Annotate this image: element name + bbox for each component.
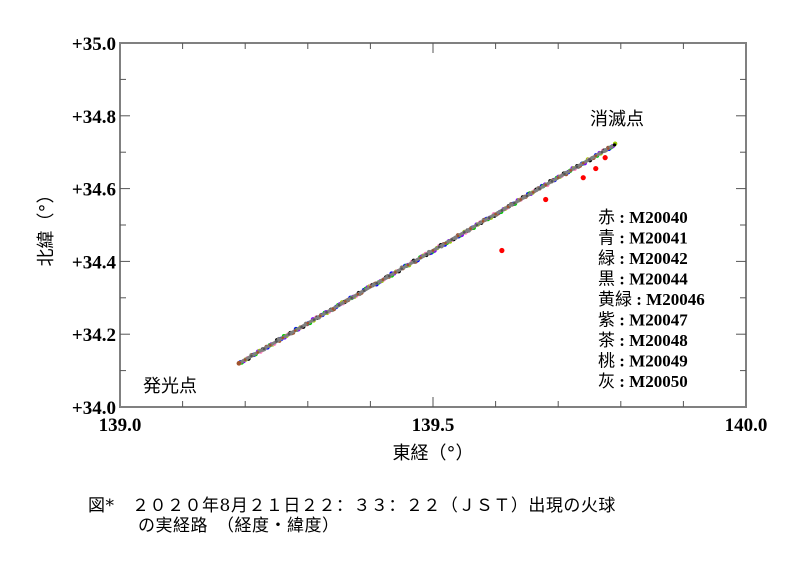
y-tick-label: +34.8 — [72, 107, 116, 128]
figure-caption: 図* ２０２０年8月２１日２２：３３：２２（ＪＳＴ）出現の火球 の実経路 （経度・… — [88, 496, 616, 536]
start-point-label: 発光点 — [143, 376, 197, 397]
y-axis-tick-labels: +34.0 +34.2 +34.4 +34.6 +34.8 +35.0 — [72, 34, 117, 419]
legend-item: 緑 : M20042 — [598, 249, 688, 269]
legend-item: 茶 : M20048 — [598, 331, 688, 351]
y-tick-label: +35.0 — [72, 34, 116, 55]
y-tick-label: +34.2 — [72, 325, 116, 346]
legend-item: 灰 : M20050 — [598, 372, 688, 392]
x-axis-label: 東経（°） — [393, 443, 474, 464]
legend-item: 桃 : M20049 — [598, 352, 688, 372]
x-tick-label: 140.0 — [725, 415, 768, 436]
legend-item: 黄緑 : M20046 — [598, 290, 705, 310]
fireball-track — [236, 141, 618, 366]
legend-item: 青 : M20041 — [598, 229, 688, 249]
y-tick-label: +34.4 — [72, 252, 117, 273]
axis-ticks — [120, 43, 746, 407]
caption-line-2: の実経路 （経度・緯度） — [138, 516, 340, 536]
legend-item: 黒 : M20044 — [598, 270, 688, 290]
y-axis-label: 北緯（°） — [36, 186, 57, 267]
x-axis-tick-labels: 139.0 139.5 140.0 — [99, 415, 768, 436]
x-tick-label: 139.0 — [99, 415, 142, 436]
y-tick-label: +34.6 — [72, 180, 116, 201]
x-tick-label: 139.5 — [412, 415, 455, 436]
legend-item: 紫 : M20047 — [598, 311, 688, 331]
legend-item: 赤 : M20040 — [598, 208, 688, 228]
end-point-label: 消滅点 — [590, 109, 644, 130]
y-tick-label: +34.0 — [72, 398, 116, 419]
caption-line-1: 図* ２０２０年8月２１日２２：３３：２２（ＪＳＴ）出現の火球 — [88, 496, 616, 516]
